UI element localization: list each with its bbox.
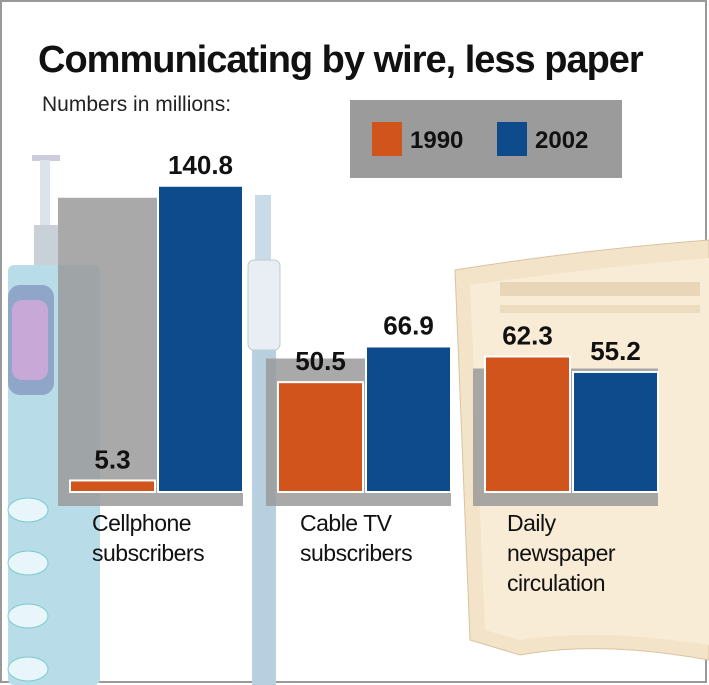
value-label: 66.9 (383, 310, 434, 340)
bar (485, 356, 570, 492)
category-label: Daily newspaper circulation (507, 508, 647, 598)
value-label: 5.3 (94, 444, 130, 474)
value-label: 140.8 (168, 150, 233, 180)
bar (158, 186, 243, 492)
category-label: Cellphone subscribers (92, 508, 232, 568)
bar (573, 372, 658, 492)
legend-label: 2002 (535, 127, 588, 154)
legend-label: 1990 (410, 127, 463, 154)
value-label: 55.2 (590, 336, 641, 366)
legend-swatch (497, 122, 527, 156)
legend-swatch (372, 122, 402, 156)
bar (366, 346, 451, 492)
category-label: Cable TV subscribers (300, 508, 440, 568)
infographic: Communicating by wire, less paper Number… (0, 0, 709, 685)
bar (278, 382, 363, 492)
chart-subtitle: Numbers in millions: (42, 93, 231, 116)
value-label: 62.3 (502, 320, 553, 350)
chart-title: Communicating by wire, less paper (38, 39, 644, 81)
value-label: 50.5 (295, 346, 346, 376)
bar (70, 480, 155, 492)
